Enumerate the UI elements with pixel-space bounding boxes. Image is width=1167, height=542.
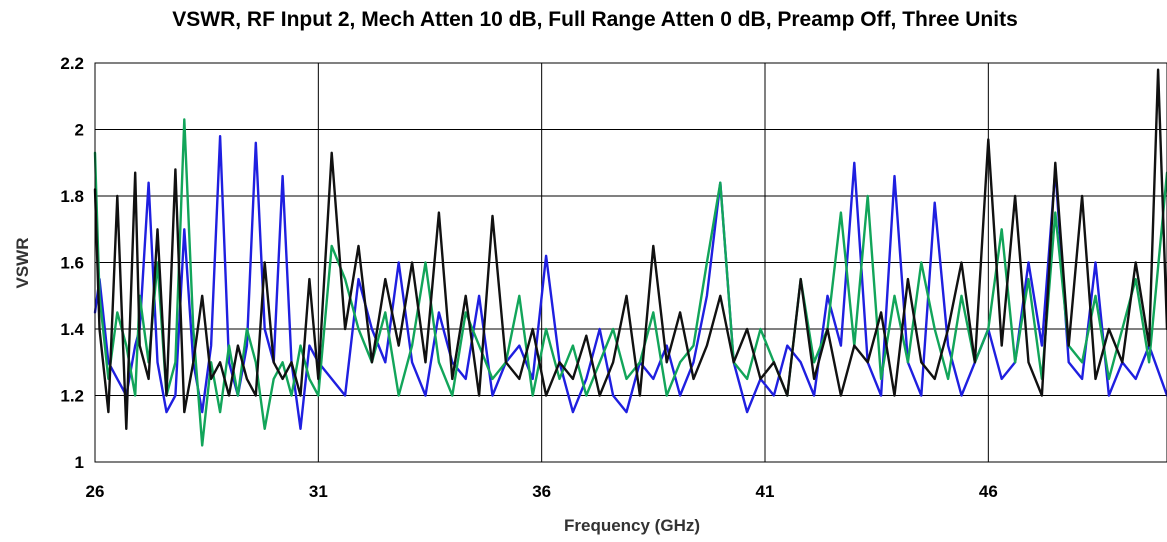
y-tick-label: 2 (75, 121, 84, 140)
x-tick-labels: 26 31 36 41 46 (86, 482, 998, 501)
series-layer (93, 68, 1167, 447)
series-line-1 (93, 134, 1167, 430)
x-tick-label: 31 (309, 482, 328, 501)
y-tick-label: 1.2 (60, 387, 84, 406)
x-tick-label: 46 (979, 482, 998, 501)
plot-frame (94, 62, 1167, 463)
y-tick-label: 1.6 (60, 254, 84, 273)
x-axis-label: Frequency (GHz) (564, 516, 700, 535)
series-line-2 (93, 118, 1167, 447)
y-tick-label: 1.4 (60, 320, 84, 339)
chart-title: VSWR, RF Input 2, Mech Atten 10 dB, Full… (172, 8, 1018, 31)
y-axis-label: VSWR (13, 238, 32, 289)
y-tick-label: 1 (75, 453, 84, 472)
y-tick-label: 1.8 (60, 187, 84, 206)
x-tick-label: 41 (756, 482, 775, 501)
series-line-3 (93, 68, 1167, 430)
y-tick-labels: 1 1.2 1.4 1.6 1.8 2 2.2 (60, 54, 84, 472)
x-tick-label: 26 (86, 482, 105, 501)
x-tick-label: 36 (532, 482, 551, 501)
y-tick-label: 2.2 (60, 54, 84, 73)
